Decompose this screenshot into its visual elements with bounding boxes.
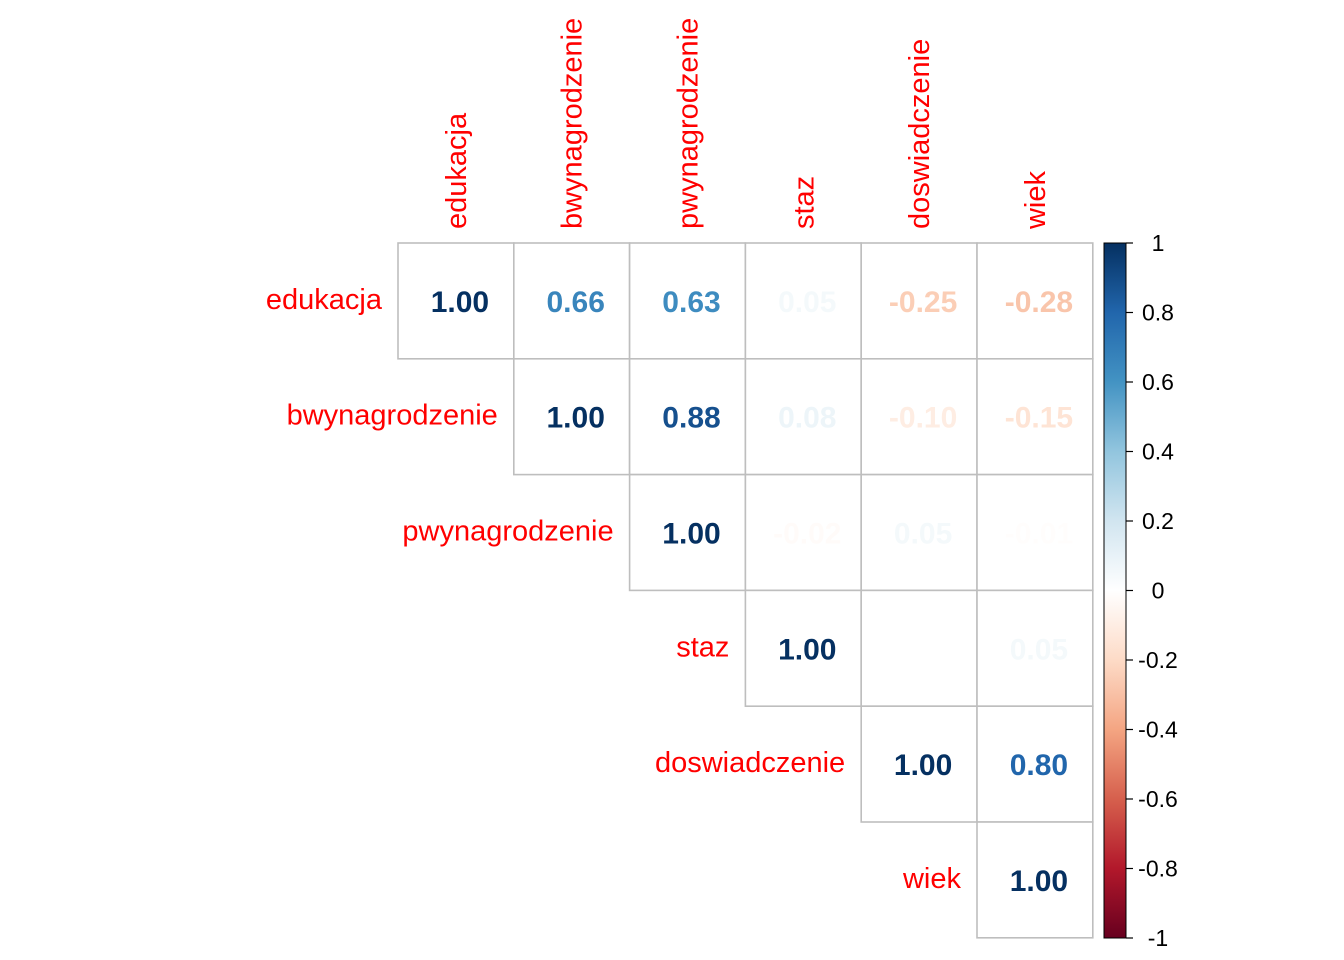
color-legend: 1 0.8 0.6 0.4 0.2 0 -0.2 -0.4 -0.6 -0.8 -1 (1103, 230, 1178, 951)
row-label: bwynagrodzenie (287, 400, 498, 432)
correlation-value-label: 0.63 (662, 286, 720, 319)
correlation-value-label: 0.80 (1010, 749, 1068, 782)
matrix-cell (628, 242, 747, 360)
row-label: wiek (902, 863, 962, 895)
correlation-value-label: 1.00 (662, 518, 720, 551)
correlation-value-label: 0.05 (894, 518, 952, 551)
colorbar-tick-label: 0.2 (1142, 508, 1174, 534)
colorbar-gradient (1103, 242, 1127, 939)
correlation-value-label: 1.00 (431, 286, 489, 319)
colorbar-tick-label: 0.6 (1142, 369, 1174, 395)
matrix-cell (860, 705, 978, 823)
column-label: bwynagrodzenie (557, 18, 589, 229)
row-label: staz (676, 631, 729, 663)
column-labels: edukacja bwynagrodzenie pwynagrodzenie staz… (441, 18, 1052, 230)
matrix-cell (512, 357, 631, 476)
matrix-cell (860, 242, 978, 360)
correlation-value-label: -0.28 (1005, 286, 1073, 319)
colorbar-tick-label: -1 (1148, 925, 1168, 951)
matrix-cell (744, 589, 863, 708)
column-label: staz (788, 176, 820, 229)
matrix-cell (976, 821, 1094, 939)
colorbar-tick-label: -0.8 (1138, 856, 1178, 882)
correlation-value-label: -0.25 (889, 286, 957, 319)
matrix-cell (976, 589, 1094, 708)
column-label: doswiadczenie (904, 39, 936, 229)
correlation-value-label: 1.00 (1010, 865, 1068, 898)
matrix-cell (628, 357, 747, 476)
colorbar-tick-label: 1 (1152, 230, 1165, 256)
row-label: pwynagrodzenie (402, 516, 613, 548)
row-label: doswiadczenie (655, 747, 845, 779)
colorbar-tick-label: -0.4 (1138, 717, 1178, 743)
matrix-cell (397, 242, 515, 360)
colorbar-tick-label: 0.4 (1142, 439, 1174, 465)
correlation-value-label: 1.00 (894, 749, 952, 782)
colorbar-tick-label: 0 (1152, 578, 1165, 604)
matrix-cells: 1.00 0.66 0.63 0.05 -0.25 -0.28 1.00 0.88 0.08 -0… (397, 242, 1094, 939)
matrix-cell (512, 242, 631, 360)
correlation-value-label: 0.88 (662, 402, 720, 435)
matrix-cell (976, 357, 1094, 476)
correlation-value-label: 0.05 (1010, 633, 1068, 666)
matrix-cell (860, 589, 978, 708)
colorbar-tick-label: -0.6 (1138, 786, 1178, 812)
column-label: wiek (1020, 170, 1052, 230)
correlation-value-label: 0.08 (778, 402, 836, 435)
correlation-value-label: 1.00 (778, 633, 836, 666)
correlation-value-label: 0.05 (778, 286, 836, 319)
row-labels: edukacja bwynagrodzenie pwynagrodzenie staz… (266, 284, 962, 895)
matrix-cell (860, 357, 978, 476)
column-label: edukacja (441, 112, 473, 229)
matrix-cell (744, 242, 863, 360)
matrix-cell (976, 242, 1094, 360)
correlation-value-label: -0.10 (889, 402, 957, 435)
matrix-cell (628, 473, 747, 592)
row-label: edukacja (266, 284, 383, 316)
correlation-value-label: 1.00 (547, 402, 605, 435)
colorbar-tick-label: -0.2 (1138, 647, 1178, 673)
correlation-value-label: -0.02 (773, 518, 841, 551)
correlation-value-label: -0.01 (1005, 518, 1073, 551)
column-label: pwynagrodzenie (673, 18, 705, 229)
colorbar-tick-label: 0.8 (1142, 300, 1174, 326)
correlation-value-label: 0.00 (894, 633, 952, 666)
matrix-cell (976, 705, 1094, 823)
correlation-value-label: 0.66 (547, 286, 605, 319)
matrix-cell (860, 473, 978, 592)
matrix-cell (976, 473, 1094, 592)
correlation-value-label: -0.15 (1005, 402, 1073, 435)
